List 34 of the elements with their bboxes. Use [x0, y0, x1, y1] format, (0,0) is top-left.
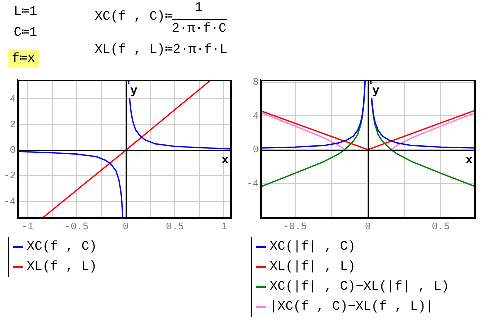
- legend-label: XC(|f| , C)−XL(|f| , L): [270, 278, 450, 296]
- x-tick-label: 1: [221, 222, 228, 234]
- legend-label: |XC(f , C)−XL(f , L)|: [270, 298, 434, 316]
- y-tick-label: 0: [10, 146, 16, 158]
- y-tick-label: -4: [246, 179, 259, 190]
- y-tick-label: 8: [252, 78, 259, 90]
- legend-label: XL(f , L): [27, 258, 98, 276]
- y-tick-label: 2: [10, 120, 16, 132]
- x-tick-label: 0.5: [432, 222, 450, 234]
- text: f≔x: [8, 50, 40, 68]
- y-tick-label: 4: [10, 94, 16, 106]
- y-axis-title: y: [130, 84, 138, 98]
- y-tick-label: 4: [252, 112, 259, 123]
- y-tick-label: 0: [252, 146, 259, 157]
- y-tick-label: -4: [4, 197, 16, 208]
- x-tick-label: 0: [122, 222, 129, 234]
- text: L≔1: [14, 4, 38, 20]
- x-tick-label: -0.5: [64, 222, 89, 234]
- y-axis-title: y: [372, 84, 380, 98]
- text: 1: [195, 0, 203, 16]
- y-tick-label: -2: [4, 172, 16, 183]
- text: C≔1: [14, 25, 38, 41]
- text: XC(f , C)≔: [95, 9, 174, 24]
- legend-label: XL(|f| , L): [270, 258, 356, 276]
- x-tick-label: -0.5: [283, 222, 308, 234]
- text: XL(f , L)≔2·π·f·L: [95, 42, 228, 58]
- x-tick-label: 0: [365, 222, 372, 234]
- x-axis-title: x: [222, 154, 229, 168]
- legend-label: XC(f , C): [27, 238, 98, 256]
- x-tick-label: -1: [22, 222, 34, 234]
- x-tick-label: 0.5: [166, 222, 184, 234]
- legend-label: XC(|f| , C): [270, 238, 356, 256]
- text: 2·π·f·C: [172, 19, 227, 37]
- x-axis-title: x: [466, 154, 473, 168]
